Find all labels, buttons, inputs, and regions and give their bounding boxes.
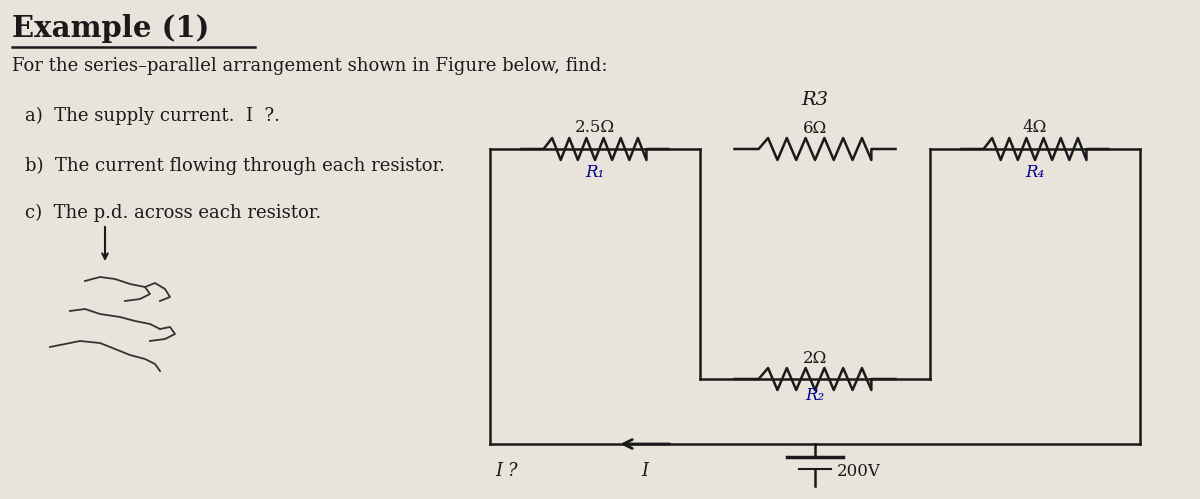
Text: R₄: R₄ <box>1026 164 1044 181</box>
Text: R₂: R₂ <box>805 387 824 404</box>
Text: For the series–parallel arrangement shown in Figure below, find:: For the series–parallel arrangement show… <box>12 57 607 75</box>
Text: 6Ω: 6Ω <box>803 120 827 137</box>
Text: R3: R3 <box>802 91 828 109</box>
Text: Example (1): Example (1) <box>12 14 209 43</box>
Text: 200V: 200V <box>838 463 881 480</box>
Text: I: I <box>641 462 648 480</box>
Text: b)  The current flowing through each resistor.: b) The current flowing through each resi… <box>25 157 445 175</box>
Text: 2Ω: 2Ω <box>803 350 827 367</box>
Text: 4Ω: 4Ω <box>1022 119 1048 136</box>
Text: R₁: R₁ <box>586 164 605 181</box>
Text: I ?: I ? <box>496 462 517 480</box>
Text: c)  The p.d. across each resistor.: c) The p.d. across each resistor. <box>25 204 322 222</box>
Text: a)  The supply current.  I  ?.: a) The supply current. I ?. <box>25 107 280 125</box>
Text: 2.5Ω: 2.5Ω <box>575 119 616 136</box>
